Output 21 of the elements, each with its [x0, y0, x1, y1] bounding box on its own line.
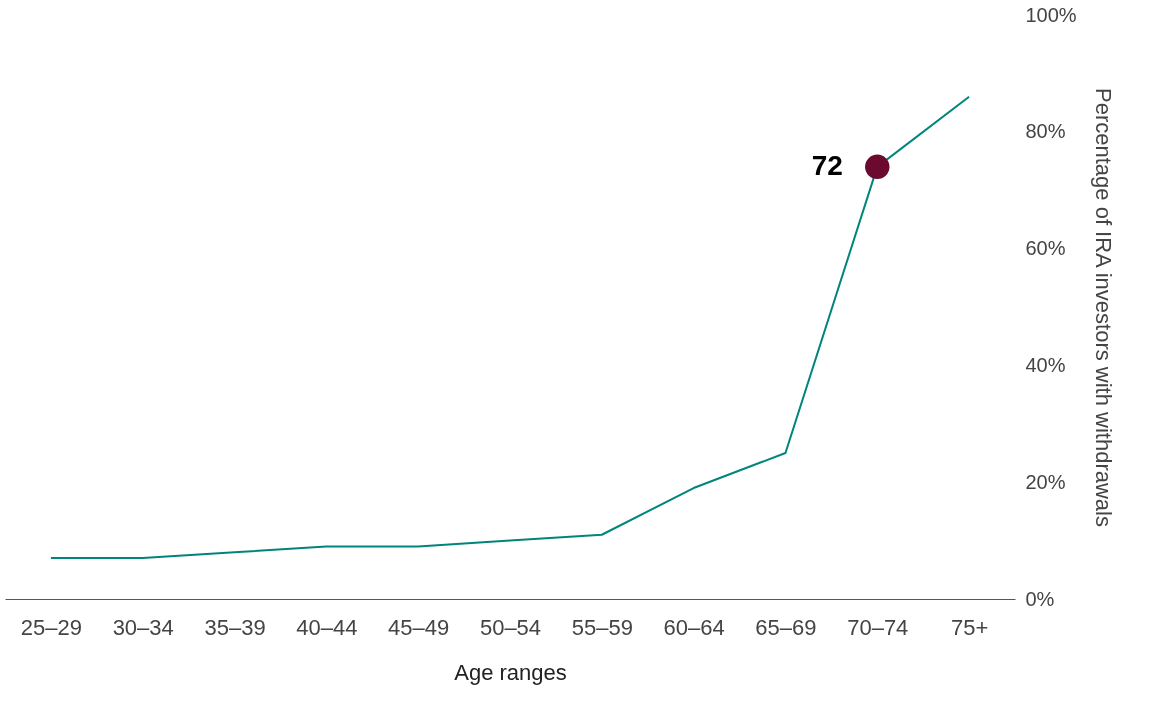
y-tick-label: 60% [1025, 237, 1066, 260]
x-axis-title: Age ranges [454, 659, 567, 685]
x-tick-label: 60–64 [663, 614, 725, 640]
x-tick-label: 55–59 [571, 614, 633, 640]
y-tick-label: 80% [1025, 120, 1066, 143]
x-tick-label: 65–69 [755, 614, 817, 640]
x-tick-label: 25–29 [20, 614, 82, 640]
line-series [49, 95, 971, 560]
annotation: 72 [811, 149, 843, 181]
y-axis-title: Percentage of IRA investors with withdrawals [1090, 88, 1116, 527]
y-tick-label: 0% [1025, 587, 1055, 610]
x-tick-label: 35–39 [204, 614, 266, 640]
y-tick-label: 40% [1025, 353, 1066, 376]
x-tick-label: 45–49 [388, 614, 450, 640]
x-tick-label: 70–74 [847, 614, 909, 640]
x-tick-label: 75+ [950, 614, 989, 640]
y-tick-label: 100% [1025, 3, 1077, 26]
y-tick-label: 20% [1025, 470, 1066, 493]
x-tick-label: 50–54 [479, 614, 542, 640]
x-tick-label: 40–44 [296, 614, 358, 640]
x-tick-label: 30–34 [112, 614, 174, 640]
